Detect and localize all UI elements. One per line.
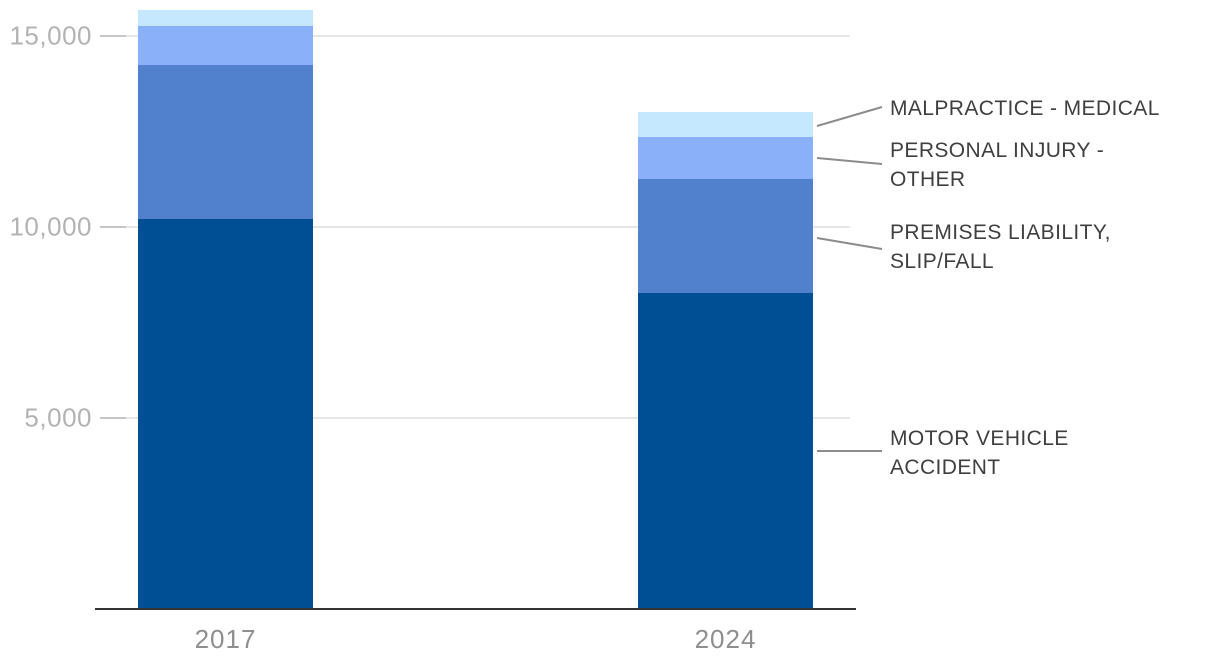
x-tick-label: 2024 xyxy=(694,624,757,654)
leader-line xyxy=(816,237,883,250)
annotation-line: MALPRACTICE - MEDICAL xyxy=(890,97,1160,120)
y-tick-mark xyxy=(100,417,126,419)
annotation-malpractice-medical: MALPRACTICE - MEDICAL xyxy=(890,94,1160,123)
bar-segment xyxy=(138,10,313,27)
y-tick-label: 10,000 xyxy=(9,211,92,242)
y-tick-label: 15,000 xyxy=(9,20,92,51)
annotation-line: PREMISES LIABILITY, xyxy=(890,221,1111,244)
annotation-line: PERSONAL INJURY - xyxy=(890,139,1105,162)
leader-line xyxy=(816,106,883,127)
annotation-line: ACCIDENT xyxy=(890,456,1001,479)
bar-segment xyxy=(138,218,313,609)
bar-segment xyxy=(638,293,813,609)
bar-segment xyxy=(138,26,313,66)
gridline xyxy=(100,417,850,419)
annotation-premises-liability-slip-fall: PREMISES LIABILITY, SLIP/FALL xyxy=(890,218,1111,276)
x-axis-line xyxy=(95,608,856,610)
bar-segment xyxy=(138,65,313,219)
bar-2017 xyxy=(138,0,313,609)
bar-segment xyxy=(638,179,813,294)
annotation-line: OTHER xyxy=(890,168,966,191)
y-tick-label: 5,000 xyxy=(24,402,92,433)
bar-segment xyxy=(638,137,813,180)
x-tick-label: 2017 xyxy=(194,624,257,654)
gridline xyxy=(100,35,850,37)
annotation-line: SLIP/FALL xyxy=(890,250,994,273)
gridline xyxy=(100,226,850,228)
y-tick-mark xyxy=(100,226,126,228)
annotation-motor-vehicle-accident: MOTOR VEHICLE ACCIDENT xyxy=(890,424,1069,482)
bar-2024 xyxy=(638,0,813,609)
annotation-personal-injury-other: PERSONAL INJURY - OTHER xyxy=(890,136,1104,194)
bar-segment xyxy=(638,112,813,138)
y-tick-mark xyxy=(100,35,126,37)
annotation-line: MOTOR VEHICLE xyxy=(890,427,1069,450)
leader-line xyxy=(816,157,883,165)
